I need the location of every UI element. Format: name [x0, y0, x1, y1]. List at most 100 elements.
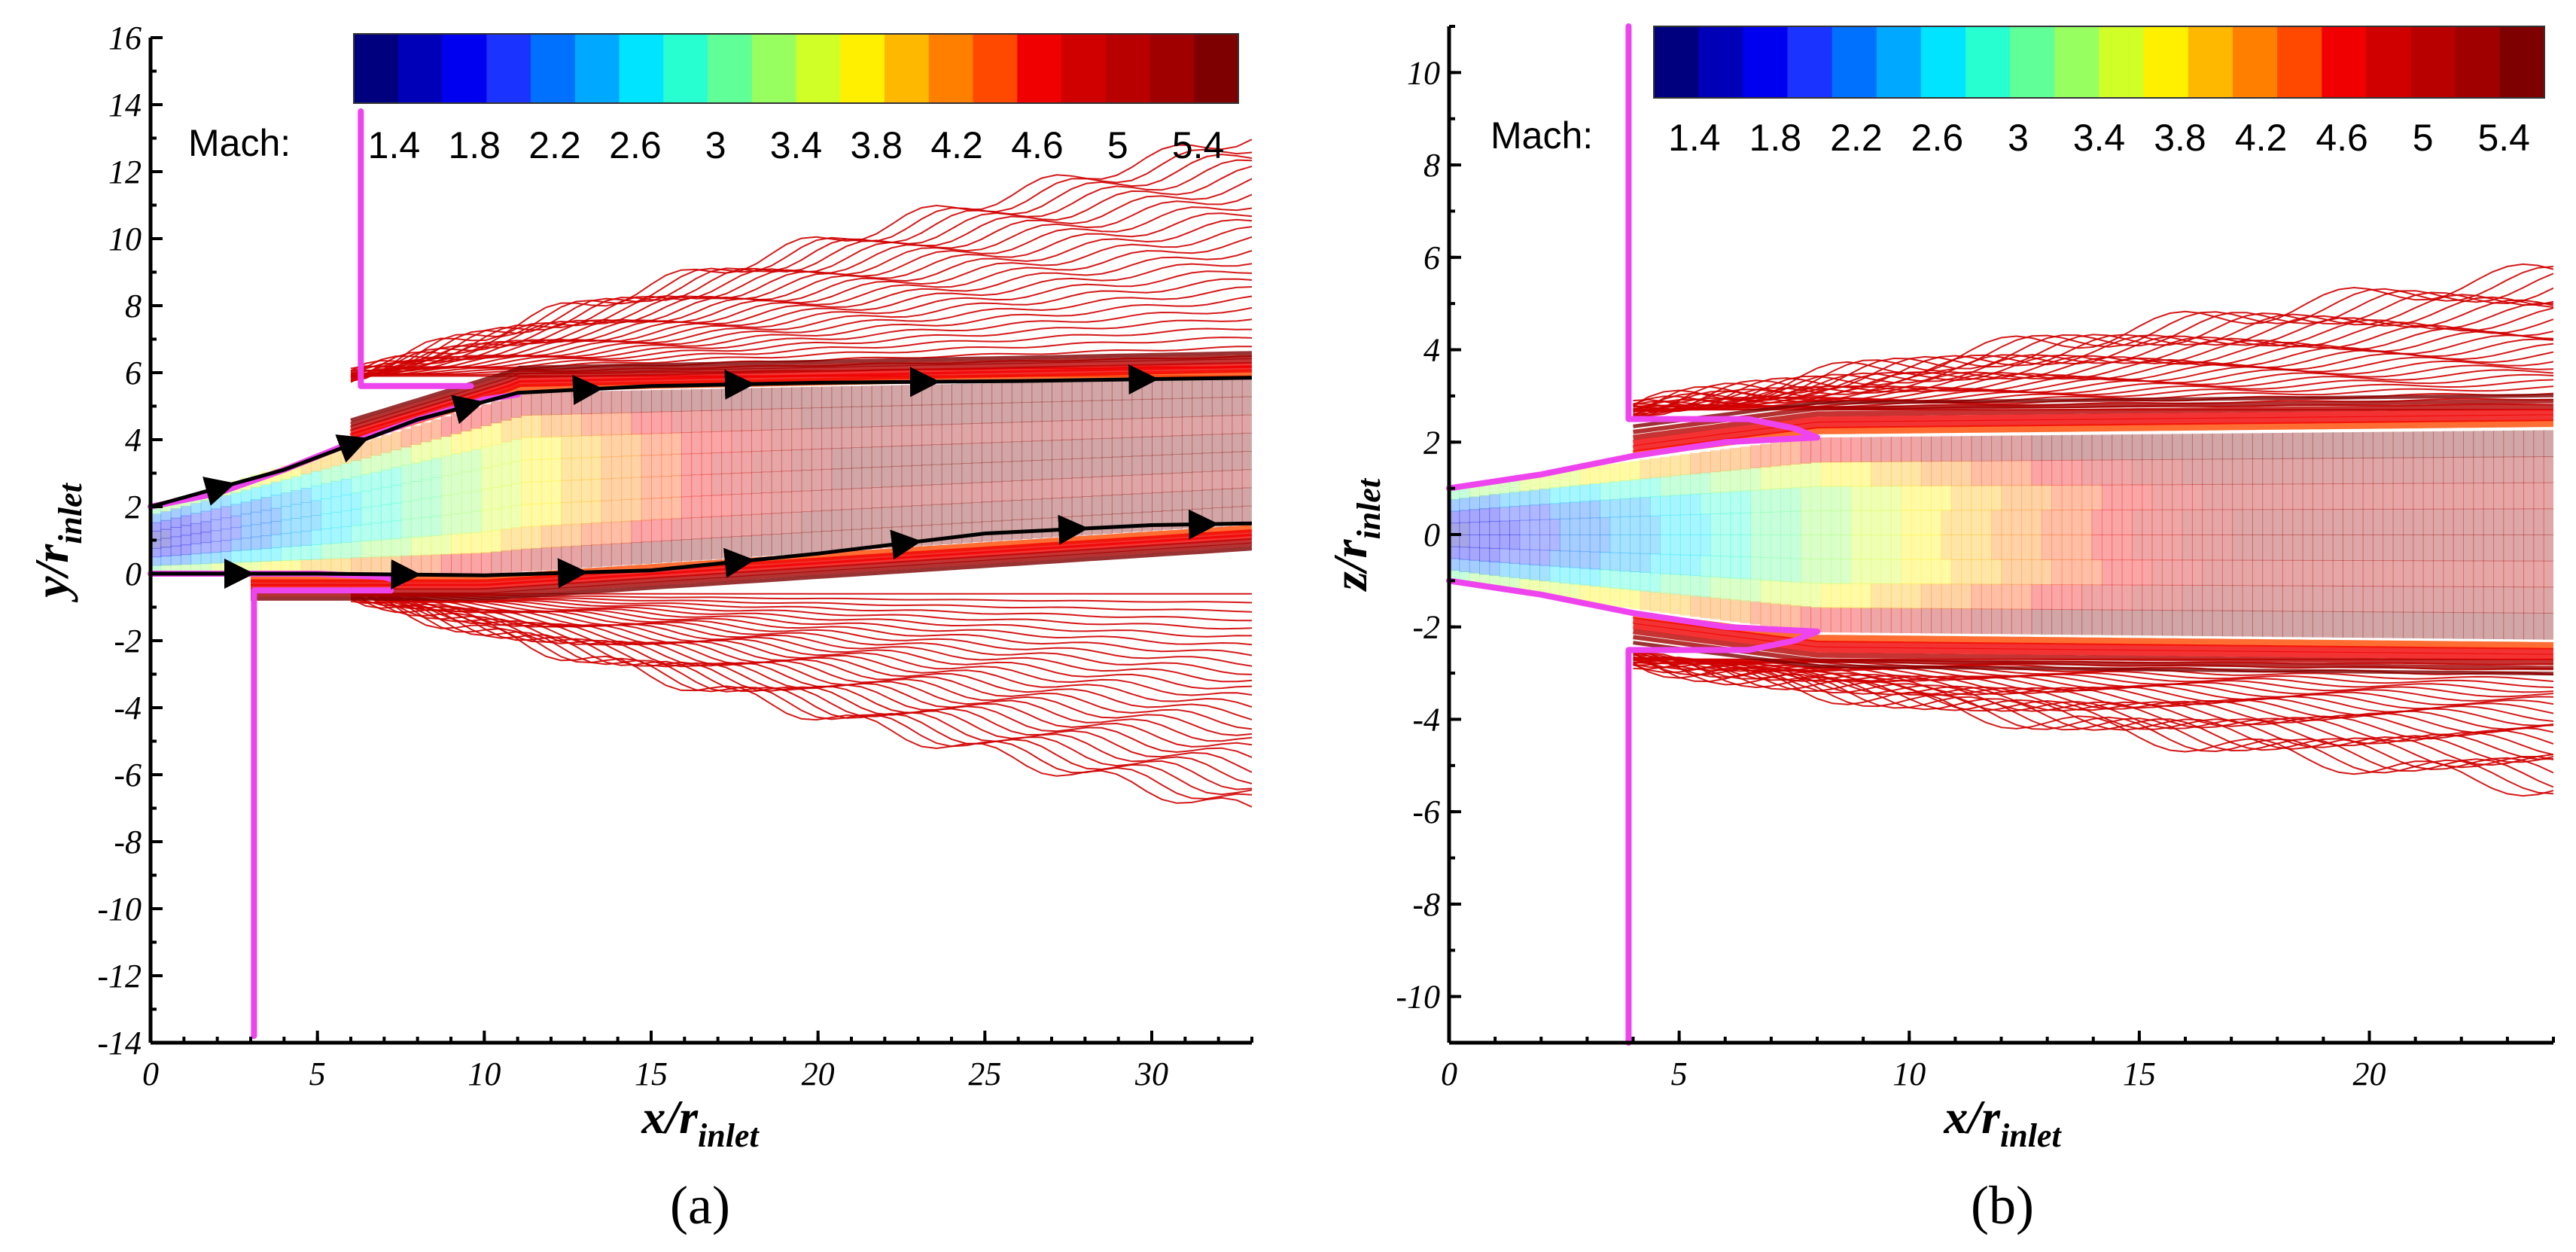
- y-tick-label: 2: [125, 489, 142, 525]
- core-cell: [2121, 609, 2133, 635]
- core-cell: [2101, 559, 2113, 586]
- core-cell: [1549, 535, 1561, 551]
- core-cell: [1052, 516, 1063, 538]
- colorbar-swatch: [1654, 26, 1699, 98]
- core-cell: [841, 385, 852, 408]
- core-cell: [551, 458, 562, 482]
- core-cell: [1920, 583, 1932, 609]
- core-cell: [661, 432, 672, 455]
- core-cell: [1529, 564, 1540, 580]
- core-cell: [321, 559, 332, 574]
- colorbar-label: 3.4: [2073, 117, 2126, 159]
- core-cell: [1830, 437, 1842, 463]
- core-cell: [911, 385, 923, 406]
- core-cell: [651, 454, 662, 477]
- core-cell: [2342, 509, 2354, 535]
- y-tick-label: 8: [125, 288, 142, 324]
- core-cell: [540, 503, 552, 526]
- colorbar-label: 4.6: [2316, 117, 2368, 159]
- core-cell: [741, 388, 752, 410]
- core-cell: [1890, 486, 1902, 511]
- core-cell: [1931, 559, 1942, 585]
- core-cell: [310, 529, 322, 545]
- core-cell: [1800, 606, 1812, 631]
- core-cell: [361, 490, 372, 508]
- core-cell: [2362, 457, 2374, 484]
- core-cell: [971, 443, 982, 464]
- core-cell: [1690, 493, 1701, 515]
- core-cell: [791, 428, 802, 450]
- core-cell: [1820, 583, 1832, 608]
- core-cell: [230, 538, 242, 552]
- core-cell: [280, 519, 292, 535]
- core-cell: [2503, 483, 2514, 510]
- core-cell: [370, 505, 382, 524]
- core-cell: [551, 480, 562, 504]
- core-cell: [1529, 519, 1540, 535]
- core-cell: [711, 495, 723, 517]
- core-cell: [2142, 609, 2153, 636]
- core-cell: [621, 434, 632, 457]
- core-cell: [391, 449, 402, 468]
- core-cell: [380, 469, 392, 488]
- core-cell: [851, 468, 863, 489]
- core-cell: [1871, 535, 1882, 560]
- plume-contour-line: [350, 588, 1252, 808]
- core-cell: [1469, 509, 1480, 523]
- nozzle-wall-lower: [1625, 628, 1820, 1046]
- core-cell: [1092, 438, 1103, 458]
- core-cell: [1071, 439, 1082, 459]
- core-cell: [2221, 535, 2233, 561]
- core-cell: [300, 531, 312, 546]
- core-cell: [952, 423, 963, 445]
- core-cell: [2533, 430, 2544, 458]
- core-cell: [260, 548, 272, 562]
- core-cell: [881, 486, 893, 508]
- shear-layer: [350, 355, 1252, 427]
- shear-layer: [1633, 635, 2553, 671]
- core-cell: [1740, 490, 1752, 513]
- core-cell: [711, 516, 723, 538]
- core-cell: [1001, 422, 1012, 443]
- core-cell: [1111, 494, 1123, 514]
- colorbar-swatch: [663, 34, 708, 103]
- core-cell: [1880, 535, 1892, 560]
- core-cell: [1162, 473, 1173, 493]
- core-cell: [1152, 510, 1163, 531]
- x-axis-title-main: x/r: [1943, 1090, 2001, 1144]
- core-cell: [1810, 437, 1822, 463]
- core-cell: [2011, 485, 2023, 511]
- core-cell: [230, 492, 242, 505]
- core-cell: [1820, 535, 1832, 560]
- core-cell: [1750, 556, 1761, 580]
- core-cell: [2322, 611, 2334, 638]
- core-cell: [410, 555, 422, 574]
- core-cell: [601, 478, 612, 501]
- core-cell: [1740, 600, 1752, 623]
- core-cell: [480, 404, 492, 426]
- core-cell: [601, 391, 612, 414]
- core-cell: [2262, 433, 2273, 459]
- core-cell: [2142, 459, 2153, 486]
- core-cell: [351, 525, 362, 542]
- core-cell: [1901, 486, 1912, 511]
- core-cell: [2011, 535, 2023, 560]
- core-cell: [2322, 559, 2334, 586]
- core-cell: [881, 466, 893, 488]
- core-cell: [1770, 489, 1782, 513]
- plume-contour-line: [350, 592, 1252, 696]
- core-cell: [981, 482, 993, 503]
- core-cell: [180, 515, 192, 526]
- core-cell: [2533, 456, 2544, 483]
- core-cell: [901, 425, 912, 446]
- core-cell: [1860, 559, 1872, 584]
- core-cell: [2091, 559, 2103, 586]
- core-cell: [1931, 583, 1942, 609]
- core-cell: [2081, 484, 2093, 510]
- core-cell: [2543, 508, 2553, 535]
- core-cell: [1770, 603, 1782, 627]
- core-cell: [1971, 535, 1982, 560]
- core-cell: [2422, 560, 2434, 587]
- core-cell: [1841, 559, 1852, 584]
- core-cell: [931, 384, 942, 405]
